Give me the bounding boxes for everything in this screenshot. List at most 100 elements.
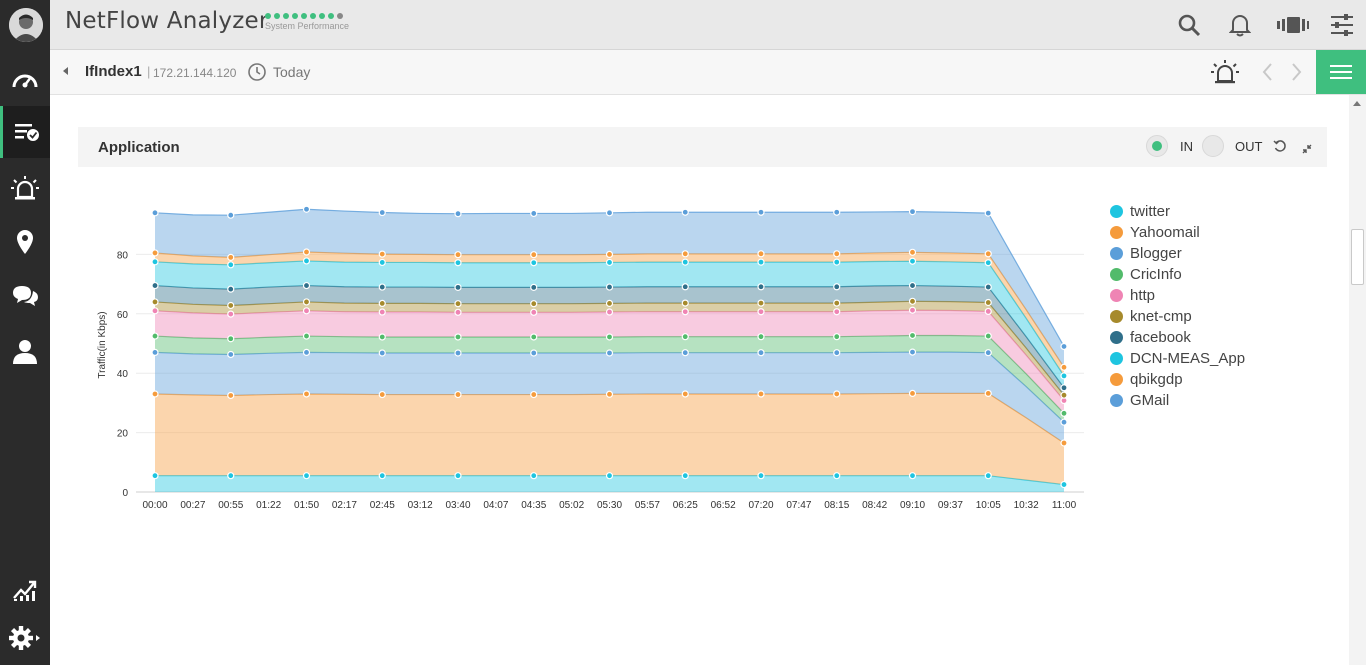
- data-point-Yahoomail: [1060, 439, 1068, 447]
- legend-label: knet-cmp: [1130, 308, 1192, 325]
- data-point-facebook: [302, 281, 311, 290]
- x-tick-label: 06:25: [673, 500, 698, 511]
- scroll-up-arrow-icon[interactable]: [1353, 101, 1361, 106]
- legend-item[interactable]: knet-cmp: [1110, 306, 1245, 327]
- data-point-DCN-MEAS_App: [908, 257, 917, 265]
- x-tick-label: 02:17: [332, 500, 357, 511]
- legend-item[interactable]: twitter: [1110, 201, 1245, 222]
- series-area-knet-cmp: [155, 301, 1064, 401]
- legend-swatch: [1110, 226, 1123, 239]
- data-point-facebook: [151, 281, 159, 290]
- performance-dot: [265, 13, 271, 19]
- scroll-thumb[interactable]: [1351, 229, 1364, 285]
- data-point-Blogger: [1060, 418, 1068, 426]
- application-panel-header: Application IN OUT: [78, 127, 1327, 167]
- device-button[interactable]: [1276, 12, 1310, 38]
- vertical-scrollbar[interactable]: [1349, 95, 1366, 665]
- legend-item[interactable]: facebook: [1110, 327, 1245, 348]
- in-toggle-label[interactable]: IN: [1180, 139, 1193, 154]
- data-point-Blogger: [151, 348, 159, 357]
- out-toggle-label[interactable]: OUT: [1235, 139, 1263, 154]
- previous-button[interactable]: [1261, 62, 1273, 87]
- user-avatar[interactable]: [9, 8, 43, 42]
- data-point-knet-cmp: [605, 299, 614, 308]
- data-point-facebook: [908, 281, 917, 290]
- trend-chart-icon: [13, 580, 37, 601]
- y-tick-label: 40: [117, 369, 129, 380]
- sidebar-item-dashboard[interactable]: [0, 53, 50, 105]
- data-point-twitter: [454, 472, 462, 480]
- collapse-button[interactable]: [1302, 141, 1312, 159]
- data-point-http: [984, 307, 992, 316]
- data-point-http: [454, 308, 462, 316]
- hamburger-menu-icon: [1330, 65, 1352, 79]
- performance-dot: [301, 13, 307, 19]
- data-point-twitter: [1060, 480, 1068, 489]
- data-point-http: [605, 308, 614, 316]
- data-point-Blogger: [681, 349, 689, 357]
- data-point-http: [227, 310, 235, 318]
- sidebar-item-alarms[interactable]: [0, 162, 50, 214]
- data-point-knet-cmp: [1060, 391, 1068, 399]
- data-point-CricInfo: [530, 333, 538, 341]
- data-point-qbikgdp: [757, 250, 765, 258]
- interface-ip: 172.21.144.120: [153, 66, 237, 80]
- data-point-GMail: [833, 208, 841, 216]
- data-point-qbikgdp: [302, 248, 311, 256]
- data-point-Yahoomail: [681, 390, 689, 398]
- notifications-button[interactable]: [1227, 12, 1253, 38]
- sidebar-item-reports[interactable]: [0, 564, 50, 616]
- data-point-knet-cmp: [454, 300, 462, 308]
- legend-swatch: [1110, 373, 1123, 386]
- legend-item[interactable]: Blogger: [1110, 243, 1245, 264]
- legend-item[interactable]: Yahoomail: [1110, 222, 1245, 243]
- data-point-http: [681, 308, 689, 316]
- clock-icon[interactable]: [247, 62, 267, 87]
- in-toggle-radio[interactable]: [1146, 135, 1168, 157]
- legend-swatch: [1110, 247, 1123, 260]
- chat-icon: [13, 286, 38, 306]
- data-point-http: [378, 308, 386, 316]
- data-point-Blogger: [454, 349, 462, 357]
- legend-item[interactable]: qbikgdp: [1110, 369, 1245, 390]
- data-point-GMail: [530, 209, 538, 218]
- next-button[interactable]: [1291, 62, 1303, 87]
- back-caret-icon[interactable]: [63, 67, 68, 75]
- system-performance-indicator[interactable]: System Performance: [265, 13, 349, 31]
- x-tick-label: 05:02: [559, 500, 584, 511]
- data-point-Yahoomail: [530, 390, 538, 399]
- legend-label: GMail: [1130, 392, 1170, 409]
- panel-title: Application: [98, 139, 180, 156]
- data-point-DCN-MEAS_App: [1060, 372, 1068, 380]
- x-tick-label: 10:05: [976, 500, 1001, 511]
- sidebar-item-settings[interactable]: [0, 612, 50, 664]
- legend-swatch: [1110, 289, 1123, 302]
- search-button[interactable]: [1176, 12, 1202, 38]
- alarm-button[interactable]: [1210, 59, 1240, 90]
- data-point-CricInfo: [227, 335, 235, 343]
- data-point-CricInfo: [681, 333, 689, 341]
- chart-legend: twitter Yahoomail Blogger CricInfo http knet-…: [1110, 201, 1245, 411]
- data-point-knet-cmp: [302, 298, 311, 306]
- legend-item[interactable]: http: [1110, 285, 1245, 306]
- sub-header: IfIndex1 | 172.21.144.120 Today: [50, 50, 1366, 95]
- sidebar-item-inventory[interactable]: [0, 106, 50, 158]
- sidebar-item-maps[interactable]: [0, 216, 50, 268]
- performance-dot: [274, 13, 280, 19]
- menu-button[interactable]: [1316, 50, 1366, 94]
- refresh-button[interactable]: [1273, 139, 1287, 158]
- data-point-twitter: [757, 472, 765, 480]
- sidebar-item-users[interactable]: [0, 326, 50, 378]
- out-toggle-radio[interactable]: [1202, 135, 1224, 157]
- data-point-twitter: [833, 472, 841, 480]
- chevron-left-icon: [1262, 63, 1272, 81]
- data-point-Yahoomail: [908, 389, 917, 397]
- legend-item[interactable]: CricInfo: [1110, 264, 1245, 285]
- settings-sliders-button[interactable]: [1329, 12, 1355, 38]
- sidebar-item-chat[interactable]: [0, 270, 50, 322]
- legend-item[interactable]: DCN-MEAS_App: [1110, 348, 1245, 369]
- data-point-facebook: [605, 283, 614, 291]
- time-range-selector[interactable]: Today: [273, 64, 311, 80]
- legend-item[interactable]: GMail: [1110, 390, 1245, 411]
- breadcrumb-separator: |: [147, 64, 151, 79]
